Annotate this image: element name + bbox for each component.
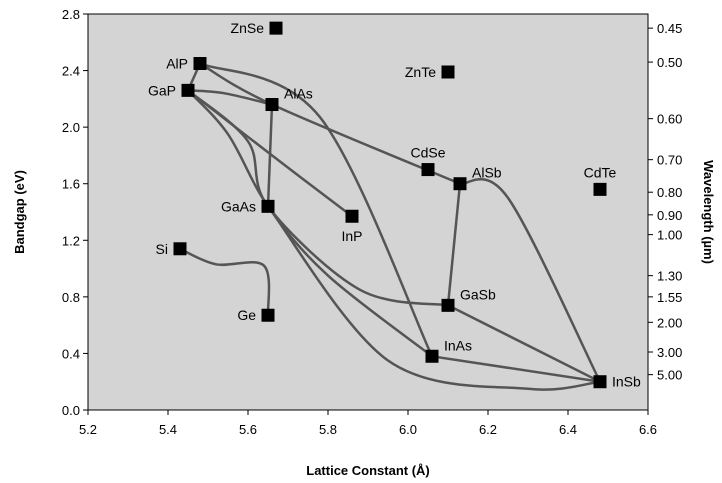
point-ge: [261, 308, 275, 322]
point-label-inas: InAs: [444, 337, 472, 353]
point-label-alp: AlP: [166, 56, 188, 72]
y-tick-label: 1.6: [62, 177, 80, 192]
x-tick-label: 6.6: [639, 422, 657, 437]
point-inas: [425, 349, 439, 363]
x-tick-label: 5.4: [159, 422, 177, 437]
alloy-curve-10: [447, 304, 601, 383]
y-tick-label: 2.4: [62, 64, 80, 79]
y2-tick-label: 0.60: [657, 112, 682, 127]
point-cdse: [421, 163, 435, 177]
alloy-curve-7: [266, 104, 274, 207]
x-tick-label: 6.4: [559, 422, 577, 437]
y2-tick-label: 3.00: [657, 345, 682, 360]
point-label-gaas: GaAs: [221, 198, 256, 214]
ticks-layer: 5.2 5.4 5.6 5.8 6.0 6.2 6.4 6.6 0.0 0.4 0.8 1.2 1.6 2…: [62, 7, 682, 437]
point-znte: [441, 65, 455, 79]
x-axis-title: Lattice Constant (Å): [306, 463, 430, 478]
y-tick-label: 0.0: [62, 403, 80, 418]
alloy-curve-3: [187, 89, 273, 106]
plot-area: [87, 13, 649, 411]
y2-tick-label: 0.50: [657, 55, 682, 70]
point-label-znse: ZnSe: [231, 20, 265, 36]
point-label-gap: GaP: [148, 82, 176, 98]
y-tick-label: 2.0: [62, 120, 80, 135]
point-alp: [193, 57, 207, 70]
alloy-curve-6: [187, 89, 353, 218]
x-tick-label: 5.8: [319, 422, 337, 437]
points-layer: ZnSe AlP GaP AlAs ZnTe CdSe AlSb CdTe GaAs InP Si G…: [148, 20, 641, 390]
point-alsb: [453, 177, 467, 191]
point-label-cdte: CdTe: [584, 164, 617, 180]
point-si: [173, 242, 187, 256]
point-alas: [265, 98, 279, 112]
y2-tick-label: 1.00: [657, 228, 682, 243]
x-tick-label: 5.2: [79, 422, 97, 437]
point-cdte: [593, 182, 607, 196]
point-label-insb: InSb: [612, 374, 641, 390]
y2-tick-label: 1.55: [657, 290, 682, 305]
point-label-inp: InP: [341, 228, 362, 244]
y-axis-title: Bandgap (eV): [12, 170, 27, 254]
point-gasb: [441, 298, 455, 312]
y-tick-label: 0.4: [62, 346, 80, 361]
alloy-curve-8: [446, 183, 462, 306]
y2-tick-label: 0.90: [657, 208, 682, 223]
point-insb: [593, 375, 607, 389]
alloy-curve-13: [179, 247, 271, 316]
y-tick-label: 0.8: [62, 290, 80, 305]
y2-axis-title: Wavelength (µm): [701, 160, 716, 264]
point-inp: [345, 209, 359, 223]
point-gaas: [261, 199, 275, 213]
x-tick-label: 6.0: [399, 422, 417, 437]
alloy-curve-11: [431, 355, 601, 383]
y2-tick-label: 0.70: [657, 153, 682, 168]
point-label-si: Si: [156, 241, 168, 257]
x-tick-label: 6.2: [479, 422, 497, 437]
x-tick-label: 5.6: [239, 422, 257, 437]
point-label-alsb: AlSb: [472, 165, 502, 181]
point-label-cdse: CdSe: [410, 145, 445, 161]
y-tick-label: 2.8: [62, 7, 80, 22]
point-znse: [269, 21, 283, 35]
y2-tick-label: 1.30: [657, 269, 682, 284]
y2-tick-label: 0.80: [657, 185, 682, 200]
y2-tick-label: 0.45: [657, 21, 682, 36]
alloy-curve-12: [267, 205, 601, 391]
point-gap: [181, 83, 195, 97]
y2-tick-label: 5.00: [657, 368, 682, 383]
alloy-curve-9: [459, 177, 602, 383]
point-label-gasb: GaSb: [460, 286, 496, 302]
point-label-ge: Ge: [237, 307, 256, 323]
point-label-znte: ZnTe: [405, 64, 436, 80]
y-tick-label: 1.2: [62, 233, 80, 248]
point-label-alas: AlAs: [284, 86, 313, 102]
y2-tick-label: 2.00: [657, 315, 682, 330]
